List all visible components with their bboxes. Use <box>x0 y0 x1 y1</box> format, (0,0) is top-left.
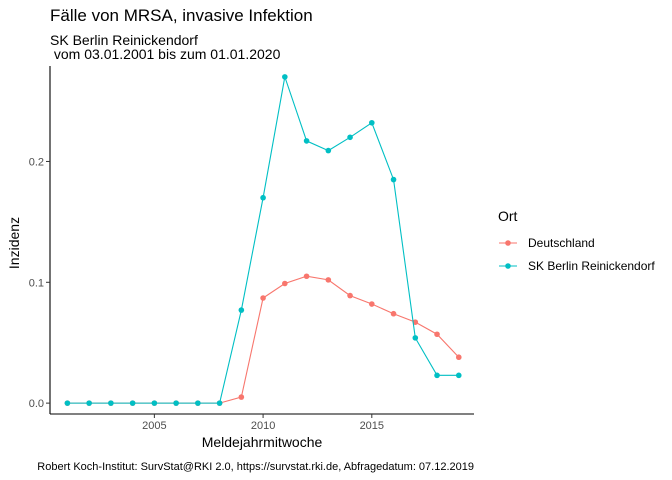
series-layer <box>64 74 462 406</box>
data-point <box>369 119 375 126</box>
data-point <box>455 354 462 361</box>
x-tick-label: 2015 <box>360 420 384 432</box>
legend-title: Ort <box>498 208 518 224</box>
y-tick-label: 0.0 <box>29 398 44 410</box>
x-tick-label: 2010 <box>251 420 275 432</box>
y-tick-label: 0.1 <box>29 277 44 289</box>
legend-key-point <box>505 240 511 246</box>
data-point <box>195 400 201 406</box>
legend: Ort Deutschland SK Berlin Reinickendorf <box>498 208 655 273</box>
series-line <box>67 76 459 404</box>
data-point <box>347 134 353 141</box>
data-point <box>369 301 375 307</box>
data-point <box>238 394 245 400</box>
data-point <box>151 400 158 406</box>
legend-item: SK Berlin Reinickendorf <box>499 259 655 273</box>
x-tick-label: 2005 <box>142 420 166 432</box>
data-point <box>303 138 310 144</box>
data-point <box>173 400 179 406</box>
data-point <box>86 400 92 406</box>
data-point <box>129 400 136 406</box>
data-point <box>216 400 223 406</box>
data-point <box>412 319 419 325</box>
plot-area: 2005 2010 2015 0.0 0.1 0.2 <box>29 66 474 432</box>
series-2 <box>64 74 462 406</box>
x-axis-label: Meldejahrmitwoche <box>202 434 323 450</box>
y-ticks: 0.0 0.1 0.2 <box>29 156 50 410</box>
legend-items: Deutschland SK Berlin Reinickendorf <box>499 236 655 273</box>
data-point <box>260 295 266 301</box>
data-point <box>325 277 332 283</box>
data-point <box>347 292 353 299</box>
legend-label: SK Berlin Reinickendorf <box>528 259 655 273</box>
series-1 <box>64 273 462 406</box>
legend-label: Deutschland <box>528 236 595 250</box>
data-point <box>412 335 419 341</box>
data-point <box>434 331 440 338</box>
chart-subtitle-line2: vom 03.01.2001 bis zum 01.01.2020 <box>50 46 281 62</box>
legend-item: Deutschland <box>499 236 595 250</box>
data-point <box>325 147 332 154</box>
data-point <box>390 310 397 317</box>
data-point <box>260 194 266 201</box>
chart-title: Fälle von MRSA, invasive Infektion <box>50 6 313 25</box>
x-ticks: 2005 2010 2015 <box>142 414 384 432</box>
data-point <box>390 176 397 183</box>
data-point <box>238 307 245 313</box>
chart-caption: Robert Koch-Institut: SurvStat@RKI 2.0, … <box>37 461 474 473</box>
data-point <box>455 372 462 379</box>
data-point <box>282 280 288 287</box>
data-point <box>282 74 288 80</box>
chart-subtitle-line1: SK Berlin Reinickendorf <box>50 32 198 48</box>
data-point <box>64 400 71 406</box>
y-axis-label: Inzidenz <box>6 217 22 269</box>
data-point <box>303 273 310 280</box>
y-tick-label: 0.2 <box>29 156 44 168</box>
legend-key-point <box>505 263 511 269</box>
data-point <box>108 400 114 406</box>
data-point <box>434 372 440 379</box>
